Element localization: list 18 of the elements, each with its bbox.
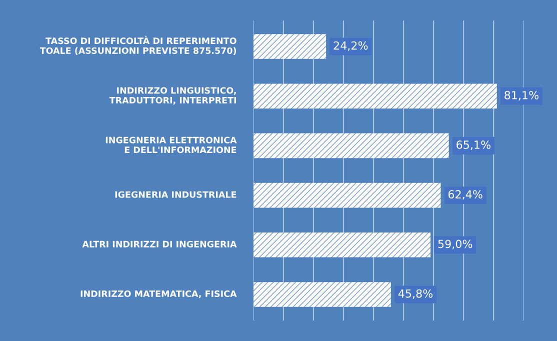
y-tick-label: IGEGNERIA INDUSTRIALE — [115, 191, 236, 198]
y-tick-label: INGEGNERIA ELETTRONICA E DELL'INFORMAZIONE — [106, 136, 237, 154]
y-tick-label: ALTRI INDIRIZZI DI INGENGERIA — [82, 240, 237, 248]
data-label: 81,1% — [504, 90, 538, 100]
bar — [253, 182, 441, 208]
data-label: 59,0% — [438, 240, 472, 250]
bar — [253, 34, 326, 59]
data-label: 45,8% — [398, 289, 433, 299]
bar — [253, 84, 497, 108]
bar — [253, 232, 431, 258]
data-label: 65,1% — [456, 140, 490, 150]
bar — [253, 282, 391, 307]
y-tick-label: INDIRIZZO MATEMATICA, FISICA — [80, 290, 237, 298]
y-tick-label: INDIRIZZO LINGUISTICO, TRADUTTORI, INTERPRETI — [109, 87, 236, 105]
y-tick-label: TASSO DI DIFFICOLTÀ DI REPERIMENTO TOALE (ASSUNZIONI PREVISTE 875.570) — [40, 36, 236, 55]
data-label: 24,2% — [334, 41, 368, 51]
bar — [253, 133, 449, 158]
data-label: 62,4% — [448, 190, 482, 200]
